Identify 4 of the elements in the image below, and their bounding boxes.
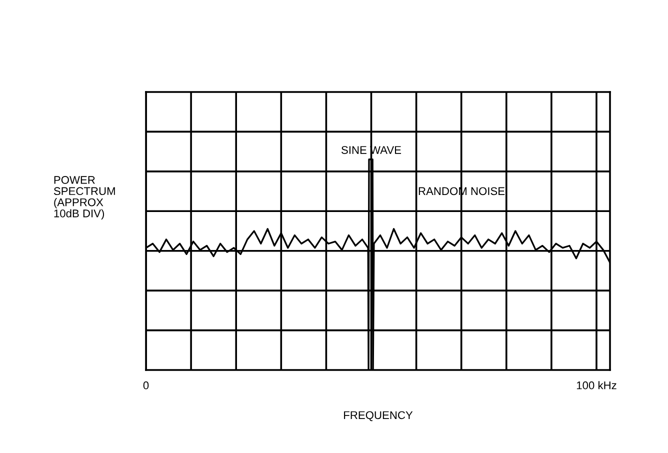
y-axis-title: POWER SPECTRUM (APPROX 10dB DIV) [54, 176, 115, 220]
x-tick-label: 0 [143, 381, 149, 390]
x-tick-label: 100 kHz [576, 381, 616, 390]
x-axis-title: FREQUENCY [344, 411, 413, 422]
